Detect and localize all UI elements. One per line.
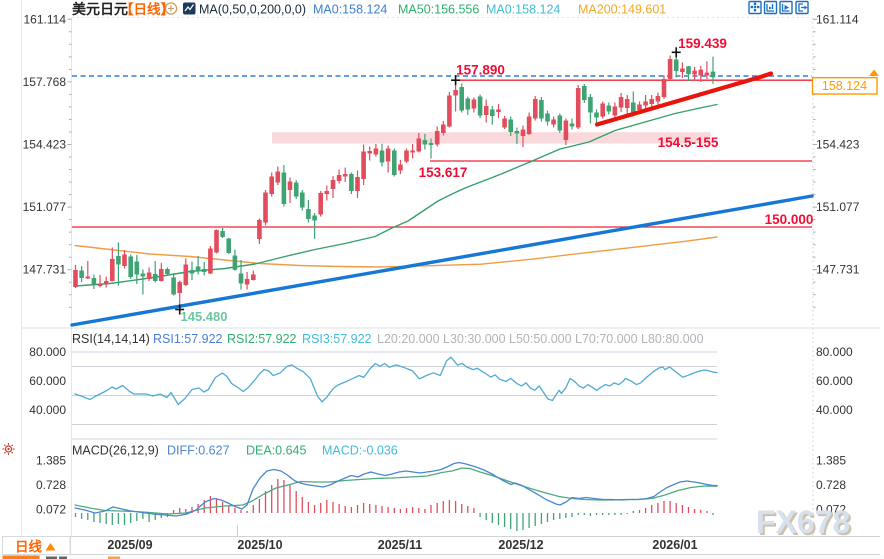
- svg-text:145.480: 145.480: [181, 309, 228, 324]
- svg-text:0.072: 0.072: [36, 503, 66, 517]
- svg-text:L70:70.000: L70:70.000: [575, 332, 638, 346]
- svg-text:157.890: 157.890: [456, 63, 505, 78]
- svg-text:151.077: 151.077: [816, 200, 860, 214]
- svg-text:RSI2:57.922: RSI2:57.922: [227, 332, 297, 346]
- svg-text:MACD(26,12,9): MACD(26,12,9): [72, 444, 159, 458]
- svg-text:40.000: 40.000: [816, 403, 853, 417]
- svg-text:158.124: 158.124: [822, 79, 867, 93]
- svg-text:153.617: 153.617: [419, 165, 468, 180]
- svg-text:MA50:156.556: MA50:156.556: [398, 3, 479, 17]
- svg-text:147.731: 147.731: [23, 263, 67, 277]
- svg-text:2025/10: 2025/10: [237, 538, 282, 552]
- svg-text:161.114: 161.114: [24, 12, 67, 26]
- svg-text:2025/11: 2025/11: [378, 538, 423, 552]
- svg-text:0.728: 0.728: [816, 478, 846, 492]
- svg-text:151.077: 151.077: [23, 200, 67, 214]
- svg-text:2026/01: 2026/01: [652, 538, 697, 552]
- svg-text:154.423: 154.423: [23, 138, 67, 152]
- svg-text:0.072: 0.072: [816, 503, 846, 517]
- svg-text:L80:80.000: L80:80.000: [641, 332, 704, 346]
- svg-text:日线: 日线: [15, 539, 42, 555]
- svg-text:161.114: 161.114: [816, 12, 859, 26]
- svg-text:L50:50.000: L50:50.000: [509, 332, 572, 346]
- svg-text:154.423: 154.423: [816, 138, 860, 152]
- svg-text:DIFF:0.627: DIFF:0.627: [167, 444, 230, 458]
- svg-text:80.000: 80.000: [29, 345, 66, 359]
- svg-text:159.439: 159.439: [678, 36, 727, 51]
- svg-text:80.000: 80.000: [816, 345, 853, 359]
- svg-text:MA200:149.601: MA200:149.601: [578, 3, 666, 17]
- svg-text:0.728: 0.728: [36, 478, 66, 492]
- svg-text:DEA:0.645: DEA:0.645: [246, 444, 307, 458]
- svg-text:1.385: 1.385: [36, 454, 66, 468]
- svg-text:150.000: 150.000: [765, 212, 814, 227]
- svg-text:美元日元: 美元日元: [72, 1, 128, 17]
- svg-text:2025/09: 2025/09: [107, 538, 152, 552]
- svg-text:147.731: 147.731: [816, 263, 860, 277]
- svg-text:MA0:158.124: MA0:158.124: [486, 3, 560, 17]
- svg-text:1.385: 1.385: [816, 454, 846, 468]
- svg-text:MACD:-0.036: MACD:-0.036: [322, 444, 398, 458]
- svg-text:154.5-155: 154.5-155: [658, 135, 719, 150]
- svg-text:40.000: 40.000: [29, 403, 66, 417]
- svg-text:FX678: FX678: [756, 504, 850, 540]
- svg-text:L30:30.000: L30:30.000: [443, 332, 506, 346]
- svg-text:L20:20.000: L20:20.000: [377, 332, 440, 346]
- svg-text:157.768: 157.768: [23, 75, 67, 89]
- svg-text:MA(0,50,0,200,0,0): MA(0,50,0,200,0,0): [199, 3, 306, 17]
- svg-text:2025/12: 2025/12: [498, 538, 543, 552]
- svg-text:60.000: 60.000: [29, 374, 66, 388]
- svg-text:RSI(14,14,14): RSI(14,14,14): [72, 332, 150, 346]
- svg-text:MA0:158.124: MA0:158.124: [313, 3, 387, 17]
- svg-text:【日线】: 【日线】: [120, 1, 174, 17]
- svg-text:RSI1:57.922: RSI1:57.922: [153, 332, 223, 346]
- svg-text:RSI3:57.922: RSI3:57.922: [302, 332, 372, 346]
- svg-text:60.000: 60.000: [816, 374, 853, 388]
